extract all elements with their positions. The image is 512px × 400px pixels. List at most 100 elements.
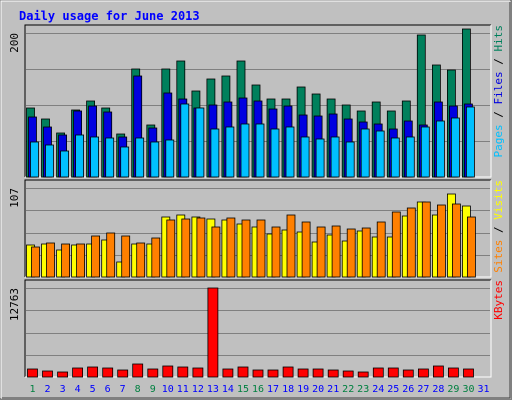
bar-pages [345,141,355,178]
bar-sites [271,226,281,278]
day-label: 16 [252,384,264,395]
day-label: 30 [462,384,474,395]
bar-sites [46,242,55,278]
bar-kbytes [192,367,204,378]
day-label: 28 [432,384,444,395]
bar-pages [165,139,175,178]
bar-pages [300,136,310,178]
bar-pages [240,123,250,178]
bar-sites [316,226,326,278]
day-label: 8 [135,384,141,395]
bar-pages [450,117,460,178]
bar-pages [315,138,325,178]
bar-pages [225,126,235,178]
bar-sites [376,221,386,278]
bar-kbytes [463,368,474,378]
day-label: 7 [120,384,126,395]
bar-sites [181,218,191,278]
day-label: 27 [417,384,429,395]
bar-kbytes [132,363,144,378]
bar-kbytes [57,371,68,378]
bar-kbytes [42,370,53,378]
bar-pages [465,106,475,178]
bar-sites [76,243,85,278]
bar-pages [60,150,69,178]
legend-entry: KBytes [492,280,505,320]
panel-background [25,280,491,377]
day-label: 23 [357,384,369,395]
bar-kbytes [222,368,234,378]
day-label: 21 [327,384,339,395]
bar-kbytes [357,371,369,378]
bar-kbytes [147,368,159,378]
legend-entry: / [492,52,505,72]
day-label: 2 [44,384,50,395]
bar-sites [421,201,431,278]
bar-sites [31,246,40,278]
bar-kbytes [87,366,98,378]
bar-kbytes [282,366,294,378]
panel-max-label: 200 [8,33,21,53]
bar-pages [420,126,430,178]
bar-kbytes [297,368,309,378]
bar-sites [151,237,161,278]
panel-legend: Pages / Files / Hits [492,25,505,158]
bar-sites [211,226,221,278]
bar-pages [390,137,400,178]
bar-sites [331,225,341,278]
day-label: 24 [372,384,384,395]
legend-entry: Files [492,71,505,104]
bar-kbytes [117,369,129,378]
bar-pages [195,107,205,178]
legend-entry: Visits [492,180,505,220]
day-label: 31 [477,384,489,395]
bar-sites [226,217,236,278]
bar-sites [451,203,461,278]
day-label: 11 [177,384,189,395]
day-label: 19 [297,384,309,395]
bar-kbytes [252,369,264,378]
bar-pages [180,103,190,178]
day-label: 3 [60,384,66,395]
panel-visits-sites: 107 Sites / Visits [8,179,505,278]
day-label: 15 [237,384,249,395]
bar-kbytes [237,366,249,378]
legend-entry: / [492,220,505,240]
bar-kbytes [27,368,38,378]
bar-sites [61,243,70,278]
day-label: 18 [282,384,294,395]
bar-pages [120,146,130,178]
bar-kbytes [342,370,354,378]
legend-entry: Pages [492,124,505,157]
panel-legend: KBytes [492,280,505,320]
day-label: 10 [162,384,174,395]
bar-sites [301,221,311,278]
bar-sites [346,228,356,278]
bar-kbytes [327,369,339,378]
panel-border-dark [24,24,491,177]
day-label: 29 [447,384,459,395]
bar-sites [196,217,206,278]
day-label: 14 [222,384,234,395]
bar-pages [285,126,295,178]
bar-sites [166,219,176,278]
bar-kbytes [267,369,279,378]
bar-sites [121,235,131,278]
day-label: 12 [192,384,204,395]
bar-pages [90,136,99,178]
panel-max-label: 107 [8,188,21,208]
bar-pages [270,128,280,178]
bar-sites [391,211,401,278]
bar-sites [241,219,251,278]
bar-kbytes [177,366,189,378]
day-label: 17 [267,384,279,395]
bar-pages [330,136,340,178]
day-label: 5 [90,384,96,395]
bar-sites [466,216,476,278]
day-label: 6 [105,384,111,395]
day-label: 13 [207,384,219,395]
bar-pages [210,128,220,178]
panel-max-label: 12763 [8,288,21,321]
